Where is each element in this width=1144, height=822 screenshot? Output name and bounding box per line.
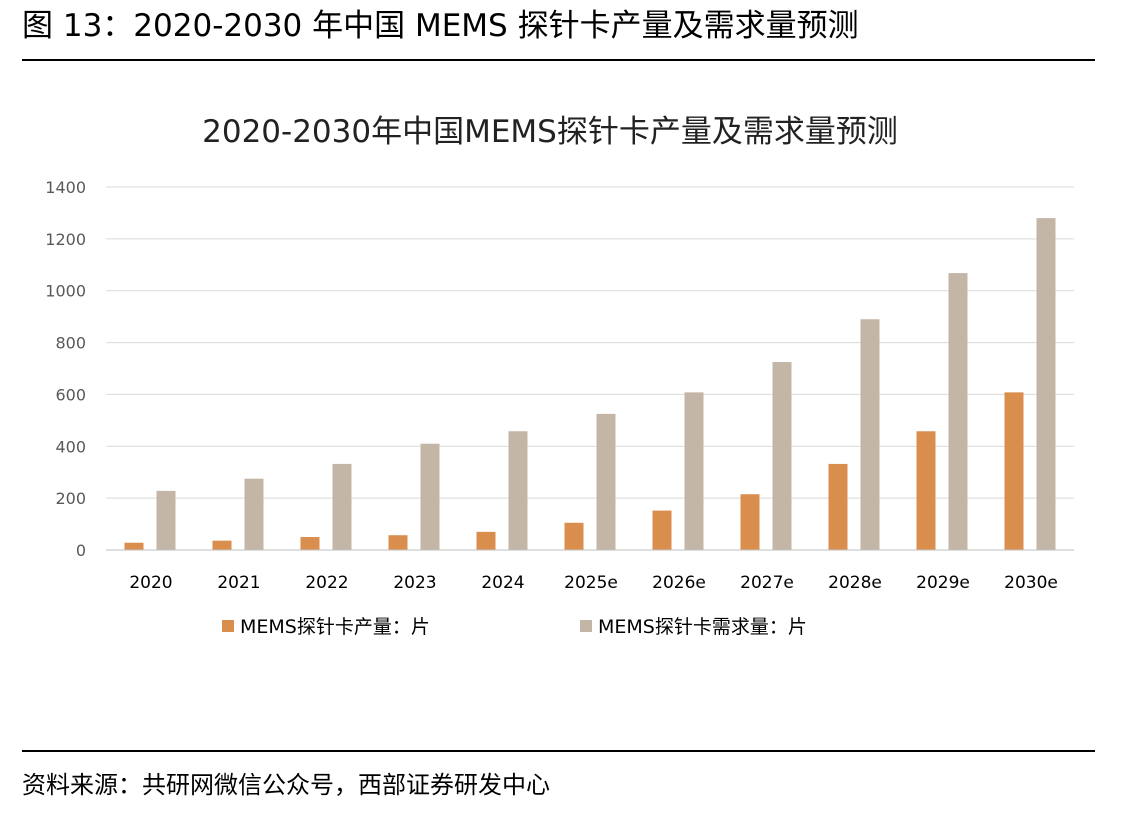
x-tick-label: 2020: [129, 573, 172, 593]
x-tick-label: 2025e: [564, 573, 618, 593]
y-tick-label: 200: [55, 489, 86, 508]
x-tick-label: 2027e: [740, 573, 794, 593]
y-tick-label: 800: [55, 334, 86, 353]
x-tick-label: 2026e: [652, 573, 706, 593]
bar-demand: [1036, 218, 1056, 550]
x-tick-label: 2028e: [828, 573, 882, 593]
y-tick-label: 0: [76, 541, 86, 560]
bar-demand: [684, 392, 704, 550]
x-tick-label: 2023: [393, 573, 436, 593]
bars: [124, 218, 1056, 550]
bottom-divider: [22, 750, 1095, 752]
x-tick-label: 2024: [481, 573, 524, 593]
bar-production: [124, 542, 144, 550]
bar-demand: [772, 362, 792, 550]
y-tick-label: 1200: [45, 230, 86, 249]
x-tick-label: 2030e: [1004, 573, 1058, 593]
x-tick-label: 2029e: [916, 573, 970, 593]
y-tick-label: 600: [55, 385, 86, 404]
figure-caption: 图 13：2020-2030 年中国 MEMS 探针卡产量及需求量预测: [22, 8, 859, 44]
bar-demand: [860, 319, 880, 550]
bar-production: [388, 535, 408, 550]
legend-swatch: [222, 620, 234, 632]
legend-swatch: [580, 620, 592, 632]
bar-demand: [596, 413, 616, 550]
y-tick-label: 1000: [45, 282, 86, 301]
legend-label: MEMS探针卡需求量：片: [598, 616, 807, 638]
source-note: 资料来源：共研网微信公众号，西部证券研发中心: [22, 771, 550, 799]
bar-demand: [420, 443, 440, 550]
bar-production: [828, 463, 848, 550]
bar-production: [916, 431, 936, 550]
bar-production: [740, 494, 760, 550]
bar-demand: [244, 478, 264, 550]
chart-title: 2020-2030年中国MEMS探针卡产量及需求量预测: [202, 114, 898, 150]
y-tick-label: 1400: [45, 178, 86, 197]
x-tick-label: 2022: [305, 573, 348, 593]
x-tick-label: 2021: [217, 573, 260, 593]
bar-production: [212, 540, 232, 550]
top-divider: [22, 59, 1095, 61]
bar-demand: [332, 463, 352, 550]
bar-production: [300, 537, 320, 550]
bar-production: [476, 531, 496, 550]
legend: MEMS探针卡产量：片 MEMS探针卡需求量：片: [222, 616, 807, 638]
bar-production: [564, 522, 584, 550]
bar-demand: [508, 431, 528, 550]
x-axis-ticks: 2020 2021 2022 2023 2024 2025e 2026e 2027e 2028e…: [129, 573, 1058, 593]
bar-demand: [156, 490, 176, 550]
y-axis-ticks: 0 200 400 600 800 1000 1200 1400: [45, 178, 86, 560]
gridlines: [106, 186, 1074, 499]
bar-demand: [948, 273, 968, 550]
bar-production: [652, 510, 672, 550]
bar-production: [1004, 392, 1024, 550]
legend-label: MEMS探针卡产量：片: [240, 616, 430, 638]
y-tick-label: 400: [55, 437, 86, 456]
